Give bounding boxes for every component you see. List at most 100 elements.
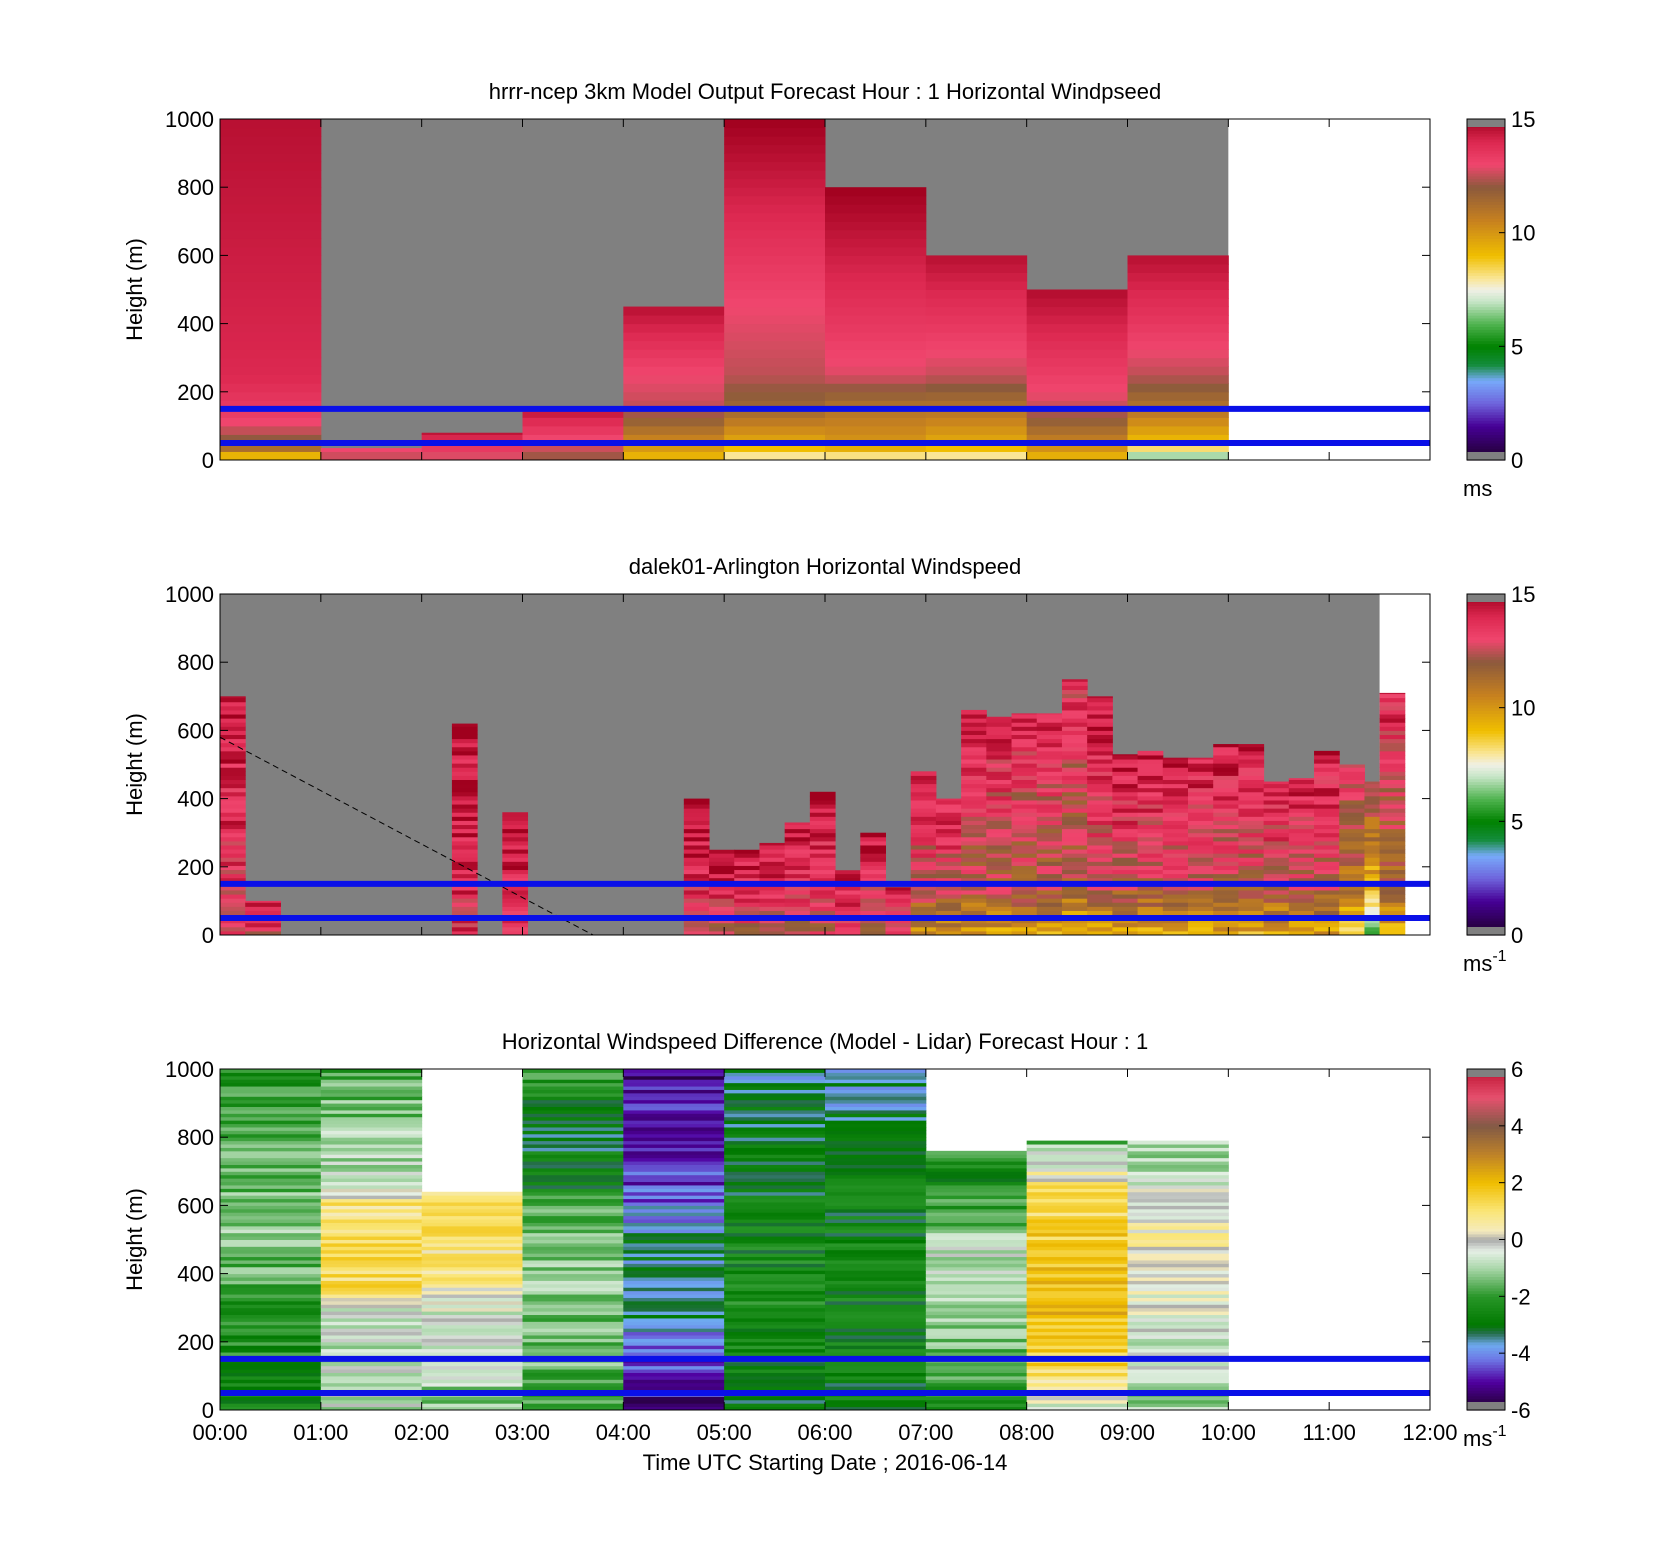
data-cell [1112,857,1139,862]
data-cell [320,1365,423,1370]
data-cell [1087,705,1113,711]
data-cell [1087,836,1113,842]
data-cell [683,798,710,801]
data-cell [1213,898,1239,903]
data-cell [220,1123,322,1128]
x-tick-label: 03:00 [495,1420,550,1445]
data-cell [1026,332,1128,342]
data-cell [320,1113,423,1118]
data-cell [220,195,322,205]
data-cell [220,1249,322,1254]
data-cell [925,1334,1028,1339]
data-cell [724,1382,826,1387]
data-cell [825,255,927,265]
data-cell [1127,451,1229,461]
data-cell [986,857,1013,862]
data-cell [421,1225,523,1230]
data-cell [320,1314,423,1319]
data-cell [522,1120,624,1125]
data-cell [724,1311,826,1316]
data-cell [522,1331,624,1336]
data-cell [910,779,937,785]
data-cell [421,1328,523,1333]
data-cell [910,849,937,854]
data-cell [1238,885,1265,891]
data-cell [1026,1369,1128,1373]
data-cell [809,869,836,875]
data-cell [925,451,1028,461]
data-cell [1213,754,1239,760]
data-cell [1213,783,1239,789]
data-cell [724,1092,826,1097]
data-cell [1026,1154,1128,1159]
colorbar-swatch [1467,841,1505,845]
data-cell [623,1154,725,1159]
data-cell [986,877,1013,883]
data-cell [1127,408,1229,418]
colorbar-frame [1466,118,1506,461]
data-cell [623,1352,725,1356]
data-cell [1137,759,1164,764]
data-cell [623,383,725,393]
data-cell [825,1140,927,1145]
data-cell [1061,861,1088,866]
data-cell [220,119,322,129]
colorbar-unit-exponent: -1 [1492,1423,1506,1440]
data-cell [1238,832,1265,838]
data-column [925,1150,1028,1411]
colorbar-swatch [1467,255,1505,259]
data-cell [220,1195,322,1200]
data-cell [1263,922,1290,928]
data-cell [220,1270,322,1275]
data-cell [683,857,710,862]
data-cell [320,1386,423,1391]
data-cell [925,289,1028,299]
data-cell [623,1266,725,1271]
data-cell [925,1184,1028,1189]
data-cell [1288,865,1315,871]
data-cell [1364,889,1381,895]
data-cell [925,272,1028,282]
data-cell [809,799,836,805]
data-cell [809,857,836,862]
data-cell [986,865,1013,871]
data-cell [1188,902,1214,907]
data-cell [1364,902,1381,907]
colorbar-swatch [1467,872,1505,876]
colorbar-unit: ms [1463,476,1492,501]
data-cell [522,1225,624,1230]
data-cell [910,857,937,862]
data-cell [1036,799,1063,805]
data-column [809,791,836,936]
colorbar-swatch [1467,1333,1505,1337]
colorbar-swatch [1467,119,1505,127]
data-cell [724,1239,826,1244]
data-cell [1061,775,1088,781]
data-cell [502,902,529,907]
data-cell [1036,795,1063,801]
data-cell [683,922,710,928]
data-cell [1127,1297,1229,1302]
data-cell [1379,865,1406,871]
data-cell [1162,840,1189,846]
data-cell [759,889,786,895]
data-cell [724,315,826,325]
data-cell [1379,922,1406,928]
data-cell [1112,873,1139,879]
data-cell [734,889,760,895]
data-cell [1127,383,1229,393]
data-cell [1314,849,1340,854]
colorbar-swatch [1467,755,1505,760]
data-cell [220,1396,322,1401]
data-cell [1112,832,1139,838]
data-cell [1127,1372,1229,1377]
data-cell [1364,853,1381,858]
data-cell [421,1399,523,1404]
data-cell [1036,812,1063,817]
data-cell [986,795,1013,801]
data-cell [935,889,962,895]
data-cell [623,408,725,418]
data-cell [1263,849,1290,854]
data-cell [734,861,760,866]
data-cell [784,922,811,928]
